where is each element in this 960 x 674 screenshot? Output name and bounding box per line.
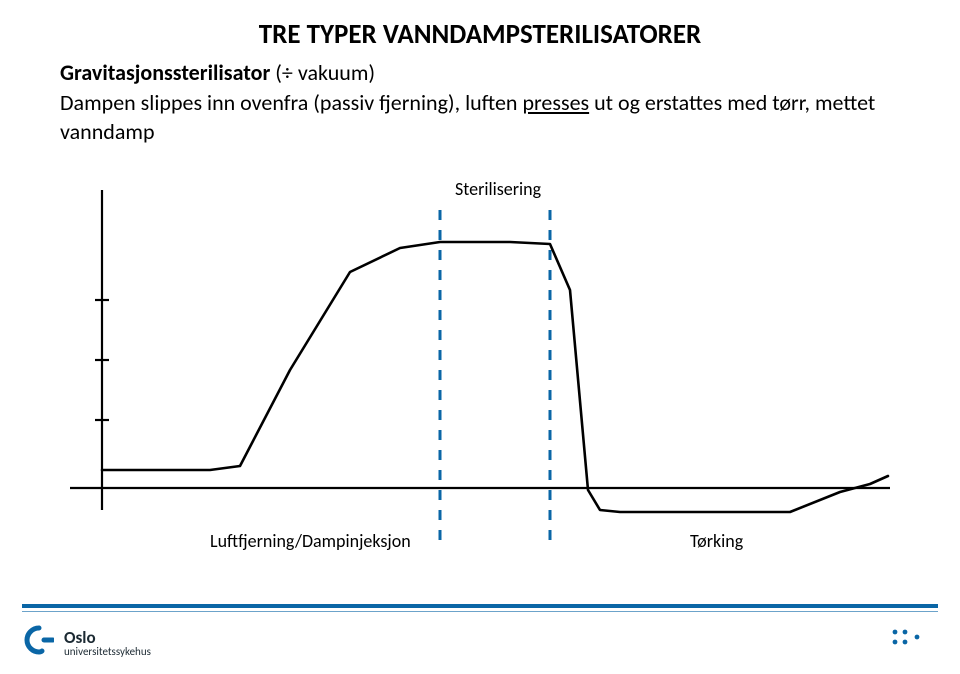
body-text: Gravitasjonssterilisator (÷ vakuum) Damp…	[60, 58, 900, 147]
slide-title: TRE TYPER VANNDAMPSTERILISATORER	[0, 18, 960, 51]
body-line2-pre: Dampen slippes inn ovenfra (passiv fjern…	[60, 89, 522, 116]
footer-line-thin	[22, 611, 938, 612]
footer-line-thick	[22, 604, 938, 608]
label-sterilisering: Sterilisering	[455, 178, 541, 200]
footer: Oslo universitetssykehus	[0, 604, 960, 674]
sterilization-chart: Sterilisering Luftfjerning/Dampinjeksjon…	[60, 170, 900, 560]
body-line1-bold: Gravitasjonssterilisator	[60, 59, 270, 86]
oslo-logo-mark	[24, 625, 54, 660]
body-line1-rest: (÷ vakuum)	[270, 59, 375, 86]
dots-icon	[890, 627, 924, 654]
slide: TRE TYPER VANNDAMPSTERILISATORER Gravita…	[0, 0, 960, 674]
logo-text-top: Oslo	[64, 629, 151, 646]
logo-text-bottom: universitetssykehus	[64, 646, 151, 657]
oslo-logo-text: Oslo universitetssykehus	[64, 629, 151, 657]
body-line2-underlined: presses	[522, 89, 589, 116]
oslo-logo: Oslo universitetssykehus	[24, 625, 151, 660]
label-luftfjerning: Luftfjerning/Dampinjeksjon	[210, 530, 411, 552]
label-torking: Tørking	[690, 530, 743, 552]
